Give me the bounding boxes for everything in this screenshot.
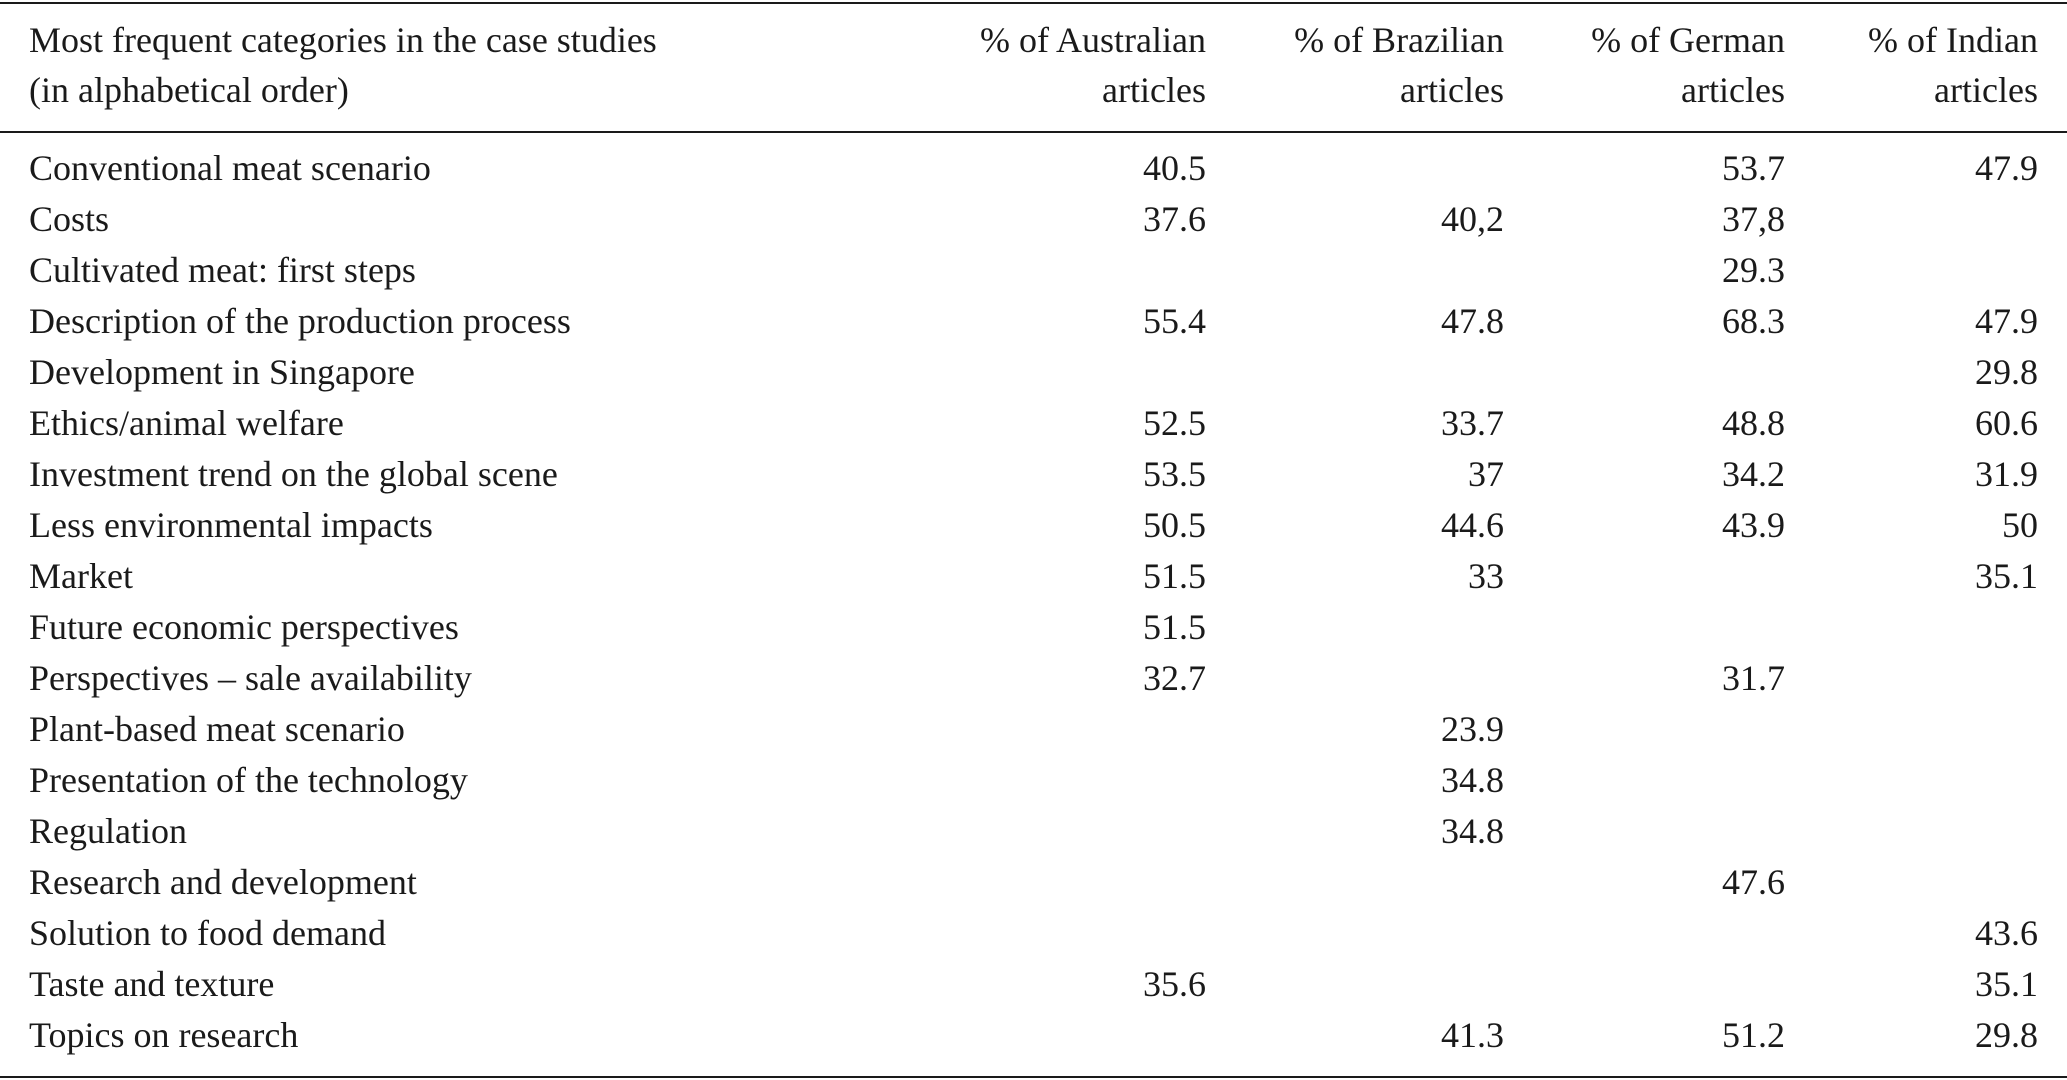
category-cell: Description of the production process bbox=[29, 301, 571, 341]
percent-cell: 33 bbox=[1468, 556, 1504, 596]
header-cell: % of German bbox=[1591, 20, 1785, 60]
percent-cell: 33.7 bbox=[1441, 403, 1504, 443]
percent-cell: 31.7 bbox=[1722, 658, 1785, 698]
percent-cell: 68.3 bbox=[1722, 301, 1785, 341]
category-cell: Research and development bbox=[29, 862, 417, 902]
category-cell: Regulation bbox=[29, 811, 187, 851]
header-cell: articles bbox=[1681, 70, 1785, 110]
percent-cell: 47.8 bbox=[1441, 301, 1504, 341]
percent-cell: 50 bbox=[2002, 505, 2038, 545]
percent-cell: 40.5 bbox=[1143, 148, 1206, 188]
percent-cell: 29.8 bbox=[1975, 352, 2038, 392]
header-cell: % of Australian bbox=[980, 20, 1206, 60]
category-cell: Investment trend on the global scene bbox=[29, 454, 558, 494]
percent-cell: 41.3 bbox=[1441, 1015, 1504, 1055]
percent-cell: 52.5 bbox=[1143, 403, 1206, 443]
category-cell: Plant-based meat scenario bbox=[29, 709, 405, 749]
percent-cell: 34.8 bbox=[1441, 760, 1504, 800]
percent-cell: 50.5 bbox=[1143, 505, 1206, 545]
percent-cell: 35.1 bbox=[1975, 964, 2038, 1004]
category-cell: Future economic perspectives bbox=[29, 607, 459, 647]
percent-cell: 47.9 bbox=[1975, 301, 2038, 341]
category-cell: Market bbox=[29, 556, 133, 596]
bottom-rule bbox=[0, 1076, 2067, 1078]
header-cell: (in alphabetical order) bbox=[29, 70, 349, 110]
category-cell: Less environmental impacts bbox=[29, 505, 433, 545]
percent-cell: 43.9 bbox=[1722, 505, 1785, 545]
percent-cell: 35.6 bbox=[1143, 964, 1206, 1004]
percent-cell: 55.4 bbox=[1143, 301, 1206, 341]
category-cell: Perspectives – sale availability bbox=[29, 658, 472, 698]
header-cell: Most frequent categories in the case stu… bbox=[29, 20, 657, 60]
category-cell: Ethics/animal welfare bbox=[29, 403, 344, 443]
mid-rule bbox=[0, 131, 2067, 133]
category-cell: Costs bbox=[29, 199, 110, 239]
percent-cell: 51.5 bbox=[1143, 556, 1206, 596]
header-cell: % of Indian bbox=[1868, 20, 2038, 60]
category-cell: Presentation of the technology bbox=[29, 760, 468, 800]
percent-cell: 29.3 bbox=[1722, 250, 1785, 290]
category-cell: Cultivated meat: first steps bbox=[29, 250, 416, 290]
percent-cell: 53.5 bbox=[1143, 454, 1206, 494]
percent-cell: 60.6 bbox=[1975, 403, 2038, 443]
percent-cell: 37,8 bbox=[1722, 199, 1785, 239]
header-cell: articles bbox=[1400, 70, 1504, 110]
percent-cell: 34.2 bbox=[1722, 454, 1785, 494]
percent-cell: 37 bbox=[1468, 454, 1504, 494]
percent-cell: 40,2 bbox=[1441, 199, 1504, 239]
percent-cell: 44.6 bbox=[1441, 505, 1504, 545]
percent-cell: 51.5 bbox=[1143, 607, 1206, 647]
category-cell: Development in Singapore bbox=[29, 352, 415, 392]
category-cell: Solution to food demand bbox=[29, 913, 386, 953]
percent-cell: 31.9 bbox=[1975, 454, 2038, 494]
percent-cell: 29.8 bbox=[1975, 1015, 2038, 1055]
header-cell: articles bbox=[1934, 70, 2038, 110]
percent-cell: 37.6 bbox=[1143, 199, 1206, 239]
category-cell: Topics on research bbox=[29, 1015, 299, 1055]
category-cell: Conventional meat scenario bbox=[29, 148, 431, 188]
top-rule bbox=[0, 2, 2067, 4]
percent-cell: 47.9 bbox=[1975, 148, 2038, 188]
percent-cell: 23.9 bbox=[1441, 709, 1504, 749]
percent-cell: 35.1 bbox=[1975, 556, 2038, 596]
percent-cell: 34.8 bbox=[1441, 811, 1504, 851]
header-cell: articles bbox=[1102, 70, 1206, 110]
percent-cell: 32.7 bbox=[1143, 658, 1206, 698]
percent-cell: 48.8 bbox=[1722, 403, 1785, 443]
percent-cell: 43.6 bbox=[1975, 913, 2038, 953]
category-cell: Taste and texture bbox=[29, 964, 275, 1004]
percent-cell: 53.7 bbox=[1722, 148, 1785, 188]
header-cell: % of Brazilian bbox=[1294, 20, 1504, 60]
percent-cell: 51.2 bbox=[1722, 1015, 1785, 1055]
percent-cell: 47.6 bbox=[1722, 862, 1785, 902]
